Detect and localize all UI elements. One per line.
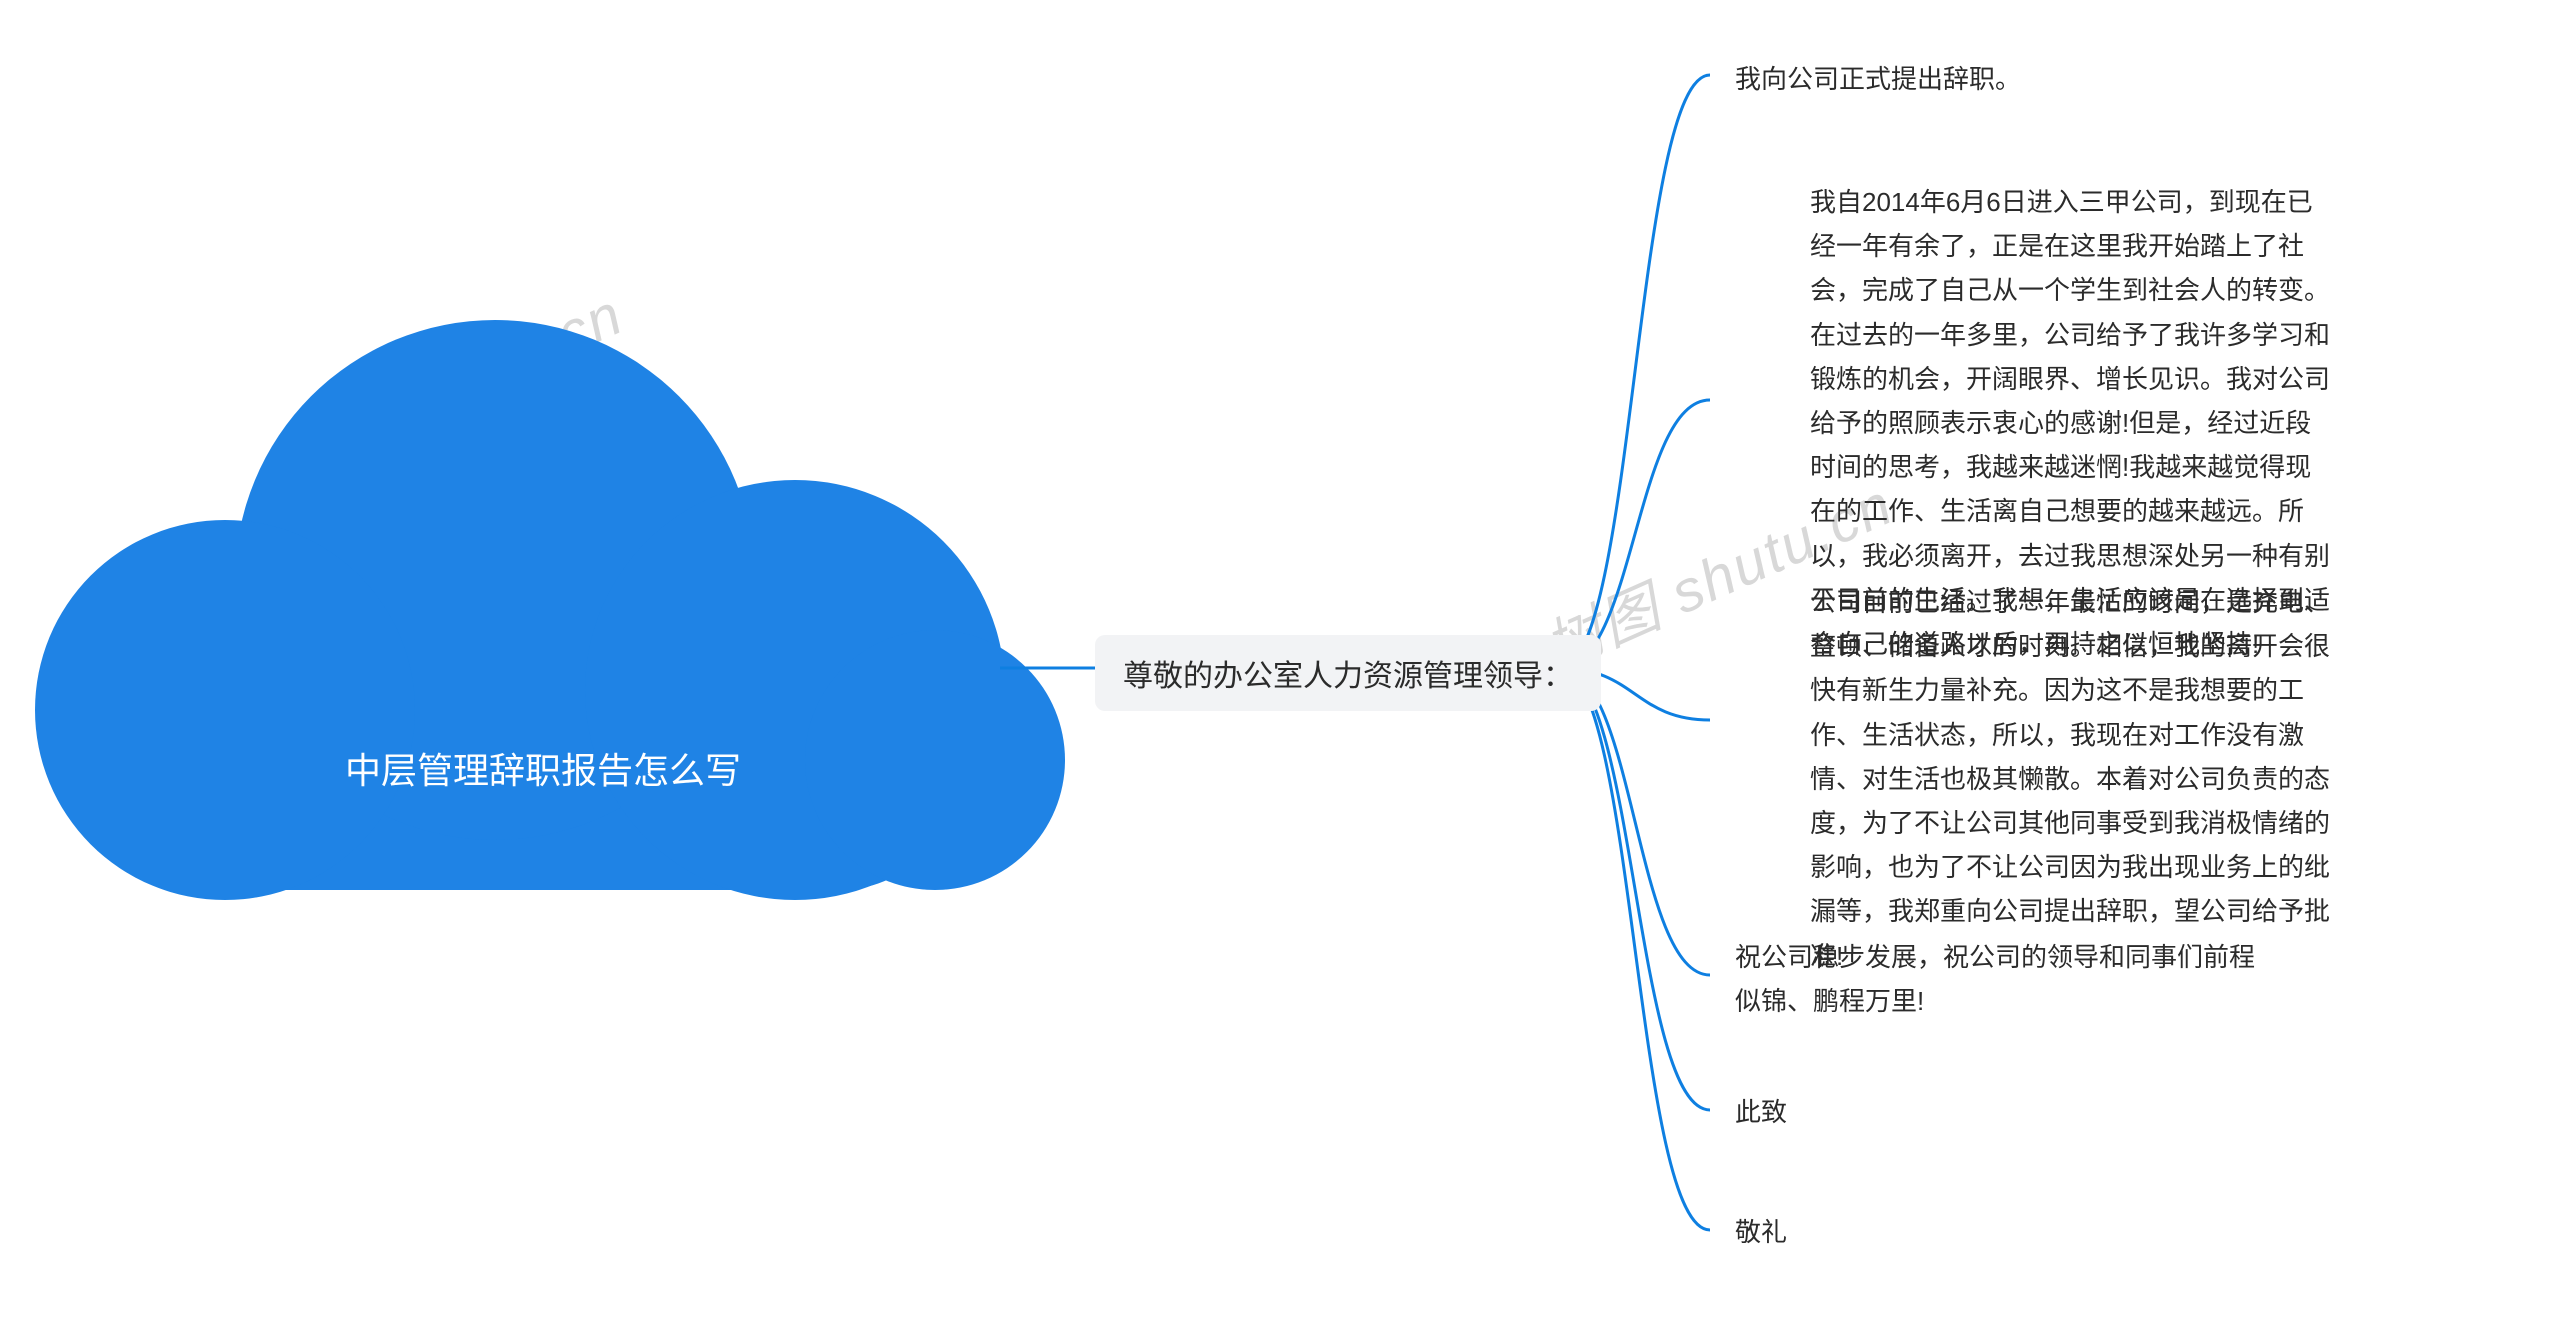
- leaf-node-1: 我向公司正式提出辞职。: [1735, 57, 2021, 101]
- leaf-node-3: 公司目前已经过了一年最忙的时间，是充电、整顿、储备人才的时刻。相信，我的离开会很…: [1810, 580, 2330, 978]
- leaf-node-6: 敬礼: [1735, 1210, 1787, 1254]
- leaf-node-4: 祝公司稳步发展，祝公司的领导和同事们前程似锦、鹏程万里!: [1735, 935, 2255, 1023]
- leaf-node-5: 此致: [1735, 1090, 1787, 1134]
- root-node-title: 中层管理辞职报告怎么写: [345, 742, 741, 794]
- watermark-1: 树图 shutu.cn: [259, 268, 634, 497]
- mid-node: 尊敬的办公室人力资源管理领导：: [1095, 635, 1601, 711]
